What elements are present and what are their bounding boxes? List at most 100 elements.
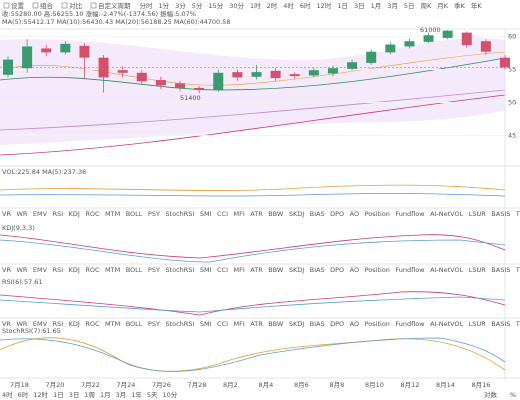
indicator-tab[interactable]: ROC [85,210,100,218]
bottom-period[interactable]: 1年 [131,390,142,399]
indicator-tab[interactable]: WR [16,320,27,328]
period-button[interactable]: 1分 [159,1,170,10]
period-button[interactable]: 30分 [229,1,244,10]
indicator-tab[interactable]: CCI [217,320,228,328]
bottom-period[interactable]: 1月 [100,391,111,399]
indicator-tab[interactable]: AO [350,210,359,218]
indicator-tab[interactable]: KDJ [69,266,80,274]
indicator-tab[interactable]: AI-NetVOL [430,210,464,218]
indicator-tab[interactable]: StochRSI [165,210,194,218]
indicator-tab[interactable]: BIAS [310,320,325,328]
period-button[interactable]: 季K [454,1,466,10]
indicator-tab[interactable]: BASIS [491,320,510,328]
bottom-period[interactable]: 3月 [116,391,127,399]
indicator-tab[interactable]: SKDJ [289,266,304,274]
indicator-tab[interactable]: LSUR [469,320,487,328]
indicator-tab[interactable]: Fundflow [395,210,425,218]
indicator-tab[interactable]: MFI [234,320,245,328]
period-button[interactable]: 5日 [404,2,415,10]
indicator-tab[interactable]: AI-NetVOL [430,266,464,274]
indicator-tab[interactable]: MFI [234,210,245,218]
indicator-tab[interactable]: BBW [268,210,284,218]
indicator-tab[interactable]: PSY [148,266,160,274]
bottom-period[interactable]: 5天 [147,391,158,399]
indicator-tab[interactable]: SKDJ [289,210,304,218]
indicator-tab[interactable]: WR [16,210,27,218]
period-button[interactable]: 月K [437,2,449,10]
toolbar-button[interactable]: 组合 [40,1,54,10]
indicator-tab[interactable]: Fundflow [395,320,425,328]
period-button[interactable]: 3分 [175,1,186,10]
indicator-tab[interactable]: Position [365,210,390,218]
period-button[interactable]: 15分 [208,1,223,10]
indicator-tab[interactable]: SKDJ [289,320,304,328]
indicator-tab[interactable]: EMV [33,210,48,218]
indicator-tab[interactable]: RSI [53,266,64,274]
indicator-tab[interactable]: TVolume [515,320,520,328]
period-button[interactable]: 1时 [250,1,261,10]
indicator-tab[interactable]: SMI [200,210,212,218]
indicator-tab[interactable]: BOLL [126,266,143,274]
bottom-period[interactable]: 3日 [69,391,80,399]
bottom-period[interactable]: 6时 [18,390,29,399]
indicator-tab[interactable]: TVolume [515,210,520,218]
indicator-tab[interactable]: BIAS [310,210,325,218]
indicator-tab[interactable]: BBW [268,320,284,328]
indicator-tab[interactable]: WR [16,266,27,274]
toolbar-button[interactable]: 对比 [69,1,83,10]
indicator-tab[interactable]: MFI [234,266,245,274]
bottom-period[interactable]: 12时 [33,390,48,399]
indicator-tab[interactable]: RSI [53,320,64,328]
log-toggle[interactable]: 对数 [484,390,498,399]
percent-toggle[interactable]: % [510,391,516,399]
indicator-tab[interactable]: ROC [85,320,100,328]
period-button[interactable]: 分时 [140,1,154,10]
indicator-tab[interactable]: DPO [330,266,344,274]
period-button[interactable]: 6时 [300,1,311,10]
indicator-tab[interactable]: CCI [217,210,228,218]
indicator-tab[interactable]: BBW [268,266,284,274]
period-button[interactable]: 3日 [354,2,365,10]
indicator-tab[interactable]: EMV [33,266,48,274]
indicator-tab[interactable]: ATR [250,266,263,274]
indicator-tab[interactable]: ATR [250,320,263,328]
indicator-tab[interactable]: KDJ [69,210,80,218]
indicator-tab[interactable]: PSY [148,320,160,328]
indicator-tab[interactable]: KDJ [69,320,80,328]
indicator-tab[interactable]: Position [365,266,390,274]
indicator-tab[interactable]: AO [350,320,359,328]
indicator-tab[interactable]: AO [350,266,359,274]
indicator-tab[interactable]: VR [2,210,11,218]
indicator-tab[interactable]: MTM [105,266,120,274]
period-button[interactable]: 5分 [192,1,203,10]
period-button[interactable]: 4时 [283,1,294,10]
indicator-tab[interactable]: LSUR [469,210,487,218]
indicator-tab[interactable]: MTM [105,210,120,218]
bottom-period[interactable]: 10分 [163,390,178,399]
indicator-tab[interactable]: StochRSI [165,266,194,274]
indicator-tab[interactable]: StochRSI [165,320,194,328]
indicator-tab[interactable]: TVolume [515,266,520,274]
indicator-tab[interactable]: SMI [200,320,212,328]
indicator-tab[interactable]: Position [365,320,390,328]
indicator-tab[interactable]: BASIS [491,266,510,274]
period-button[interactable]: 3月 [387,2,398,10]
indicator-tab[interactable]: VR [2,266,11,274]
indicator-tab[interactable]: DPO [330,320,344,328]
indicator-tab[interactable]: BASIS [491,210,510,218]
indicator-tab[interactable]: SMI [200,266,212,274]
indicator-tab[interactable]: CCI [217,266,228,274]
indicator-tab[interactable]: ATR [250,210,263,218]
indicator-tab[interactable]: Fundflow [395,266,425,274]
indicator-tab[interactable]: RSI [53,210,64,218]
bottom-period[interactable]: 1周 [84,391,95,399]
indicator-tab[interactable]: DPO [330,210,344,218]
period-button[interactable]: 1月 [371,2,382,10]
period-button[interactable]: 1日 [337,2,348,10]
indicator-tab[interactable]: ROC [85,266,100,274]
indicator-tab[interactable]: AI-NetVOL [430,320,464,328]
toolbar-button[interactable]: 设置 [11,1,25,10]
bottom-period[interactable]: 1日 [53,391,64,399]
indicator-tab[interactable]: BOLL [126,320,143,328]
bottom-period[interactable]: 4时 [2,390,13,399]
